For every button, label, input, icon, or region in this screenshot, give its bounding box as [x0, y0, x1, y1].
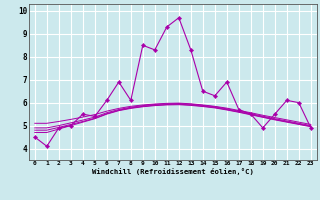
X-axis label: Windchill (Refroidissement éolien,°C): Windchill (Refroidissement éolien,°C) [92, 168, 254, 175]
